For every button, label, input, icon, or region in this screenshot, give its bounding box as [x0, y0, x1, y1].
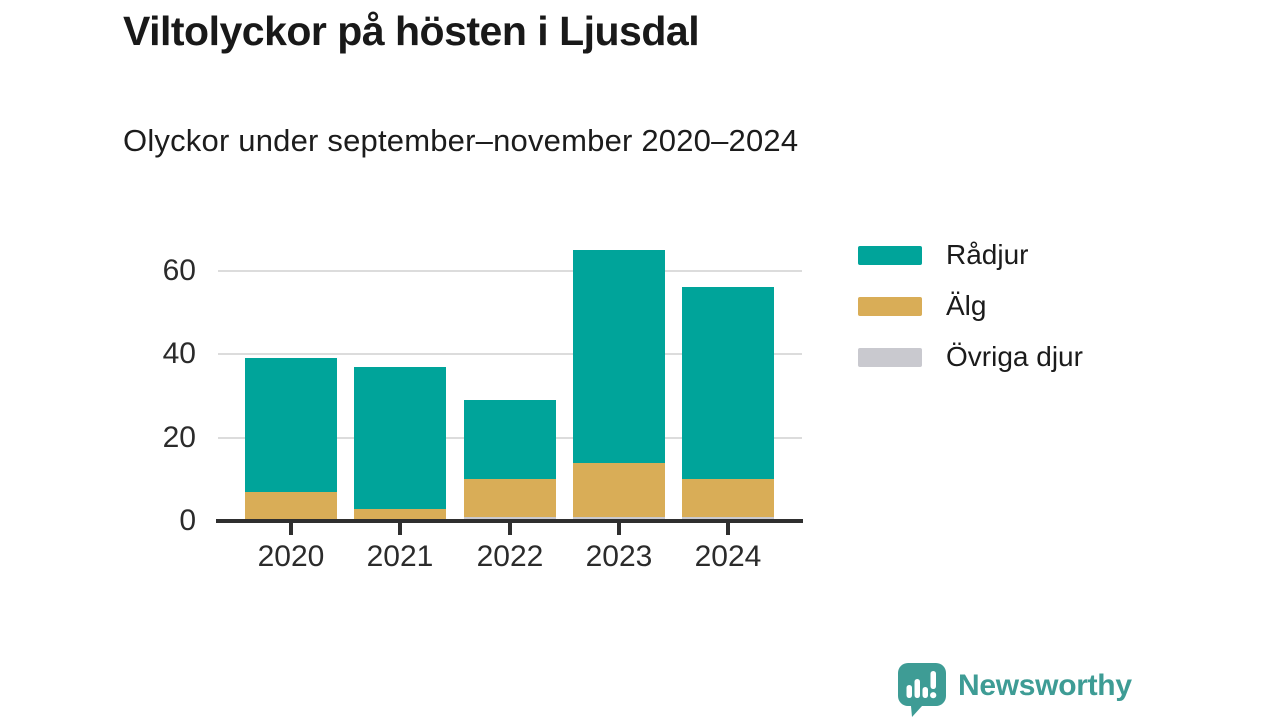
bar-segment-2024-rådjur [682, 287, 774, 479]
y-axis-tick-label: 60 [162, 253, 196, 287]
x-axis-tick-label: 2021 [366, 540, 434, 573]
newsworthy-logo-icon [898, 663, 946, 717]
y-axis-tick-label: 20 [162, 420, 196, 454]
bar-segment-2022-rådjur [464, 400, 556, 479]
legend-swatch-alg [858, 297, 922, 316]
bar-segment-2021-rådjur [354, 367, 446, 509]
newsworthy-wordmark: Newsworthy [958, 669, 1132, 702]
x-axis-tick [289, 523, 293, 535]
gridline-40 [218, 353, 802, 355]
y-axis-tick-label: 0 [179, 504, 196, 537]
chart-legend: Rådjur Älg Övriga djur [858, 240, 1083, 399]
legend-item-ovriga-djur: Övriga djur [858, 342, 1083, 370]
bar-segment-2024-älg [682, 479, 774, 517]
x-axis-tick-label: 2020 [257, 540, 325, 573]
legend-item-radjur: Rådjur [858, 240, 1083, 268]
x-axis-tick-label: 2024 [694, 540, 762, 573]
x-axis-line [216, 519, 803, 523]
bar-segment-2020-älg [245, 492, 337, 521]
x-axis-tick-label: 2023 [585, 540, 653, 573]
legend-label: Rådjur [946, 238, 1029, 270]
x-axis-tick [398, 523, 402, 535]
bar-segment-2021-älg [354, 508, 446, 521]
x-axis-tick [726, 523, 730, 535]
legend-label: Övriga djur [946, 340, 1083, 372]
x-axis-tick-label: 2022 [476, 540, 544, 573]
legend-swatch-ovriga-djur [858, 348, 922, 367]
legend-item-alg: Älg [858, 291, 1083, 319]
newsworthy-logo: Newsworthy [897, 662, 1132, 718]
gridline-60 [218, 270, 802, 272]
x-axis-tick [508, 523, 512, 535]
bar-segment-2023-rådjur [573, 250, 665, 463]
page-title: Viltolyckor på hösten i Ljusdal [123, 8, 700, 54]
legend-swatch-radjur [858, 246, 922, 265]
chart-subtitle: Olyckor under september–november 2020–20… [123, 123, 799, 158]
x-axis-tick [617, 523, 621, 535]
legend-label: Älg [946, 289, 987, 321]
bar-segment-2022-älg [464, 479, 556, 517]
bar-segment-2023-älg [573, 463, 665, 517]
y-axis-tick-label: 40 [162, 337, 196, 370]
bar-segment-2020-rådjur [245, 358, 337, 492]
